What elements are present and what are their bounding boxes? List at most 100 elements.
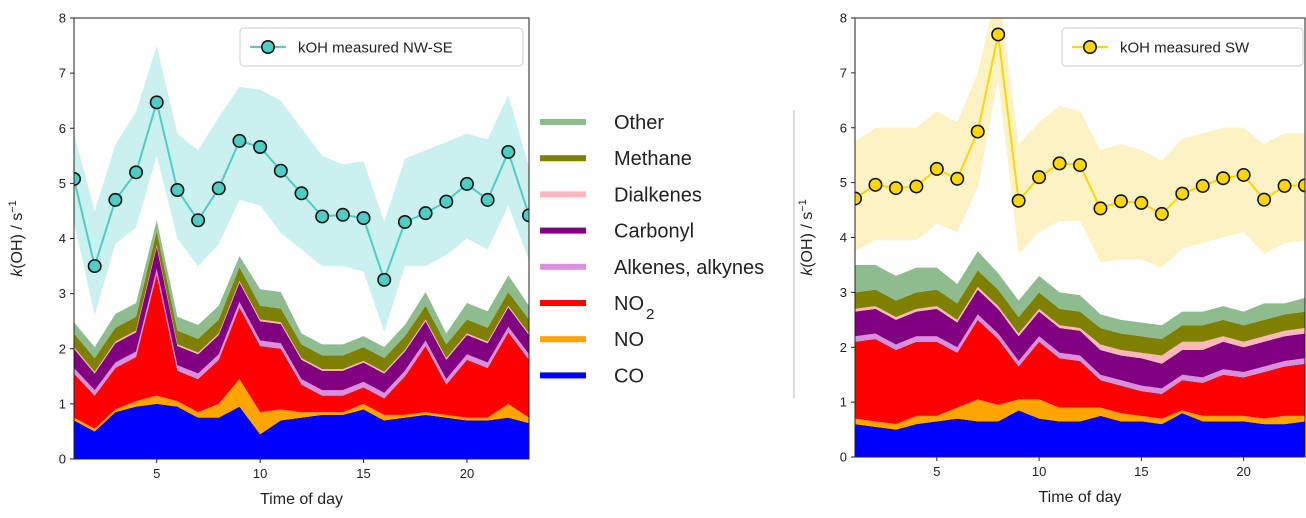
stack-area-methane: [855, 270, 1305, 356]
measured-point: [501, 144, 516, 159]
legend-label: Alkenes, alkynes: [614, 257, 764, 279]
measured-point: [273, 163, 288, 178]
y-tick-label: 2: [840, 340, 847, 355]
measured-point: [888, 181, 903, 196]
measured-point: [1195, 178, 1210, 193]
legend-swatch: [540, 227, 586, 234]
measured-point: [211, 181, 226, 196]
legend-swatch: [540, 336, 586, 343]
x-tick-label: 10: [253, 466, 267, 481]
y-tick-label: 4: [840, 230, 847, 245]
stack-area-other: [74, 220, 529, 359]
stack-area-no2: [855, 319, 1305, 425]
legend-label: Carbonyl: [614, 221, 694, 243]
measured-point: [459, 176, 474, 191]
measured-point: [1052, 156, 1067, 171]
measured-point: [377, 272, 392, 287]
measured-point: [418, 206, 433, 221]
measured-point: [970, 124, 985, 139]
shared-legend-item: CO: [540, 365, 644, 387]
x-tick-label: 15: [356, 466, 370, 481]
shared-legend-item: Alkenes, alkynes: [540, 257, 764, 279]
measured-point: [1298, 178, 1305, 193]
legend-marker: [1083, 39, 1098, 54]
measured-point: [1011, 193, 1026, 208]
measured-point: [1113, 194, 1128, 209]
x-tick-label: 20: [1236, 464, 1250, 479]
measured-point: [191, 213, 206, 228]
measured-point: [991, 27, 1006, 42]
stack-area-alkenes-alkynes: [855, 314, 1305, 394]
legend-label: NO: [614, 329, 644, 351]
x-tick-label: 15: [1134, 464, 1148, 479]
measured-point: [929, 161, 944, 176]
legend-label: kOH measured NW-SE: [298, 40, 453, 57]
y-tick-label: 7: [59, 66, 66, 81]
measured-point: [909, 179, 924, 194]
y-axis-label: k(OH) / s−1: [7, 200, 26, 277]
shared-legend: Other Methane Dialkenes Carbonyl Alkenes, al…: [540, 112, 764, 387]
measured-point: [868, 177, 883, 192]
x-axis-label: Time of day: [1039, 489, 1122, 506]
legend-label: kOH measured SW: [1120, 40, 1250, 57]
measured-point: [1093, 201, 1108, 216]
shared-legend-item: Dialkenes: [540, 184, 702, 206]
stack-area-co: [855, 410, 1305, 457]
y-tick-label: 1: [59, 396, 66, 411]
measured-point: [108, 192, 123, 207]
y-tick-label: 0: [59, 452, 66, 467]
y-tick-label: 5: [59, 176, 66, 191]
legend-swatch: [540, 191, 586, 198]
measured-point: [1277, 178, 1292, 193]
legend-label: Methane: [614, 148, 692, 170]
measured-legend: kOH measured NW-SE: [239, 27, 524, 67]
x-tick-label: 5: [153, 466, 160, 481]
stack-area-methane: [74, 231, 529, 372]
plot-area: [74, 45, 529, 459]
y-tick-label: 2: [59, 341, 66, 356]
legend-swatch: [540, 372, 586, 379]
y-tick-label: 8: [840, 11, 847, 26]
shared-legend-item: Carbonyl: [540, 221, 694, 243]
x-tick-label: 5: [933, 464, 940, 479]
measured-point: [480, 192, 495, 207]
measured-point: [335, 207, 350, 222]
measured-point: [356, 211, 371, 226]
y-axis-label: k(OH) / s−1: [797, 199, 816, 276]
y-tick-label: 7: [840, 65, 847, 80]
stack-area-no: [855, 399, 1305, 430]
legend-label: Other: [614, 112, 664, 134]
shared-legend-item: Methane: [540, 148, 692, 170]
measured-point: [1032, 170, 1047, 185]
x-tick-label: 10: [1032, 464, 1046, 479]
y-tick-label: 5: [840, 175, 847, 190]
y-tick-label: 8: [59, 11, 66, 26]
legend-label: CO: [614, 365, 644, 387]
legend-marker: [260, 39, 275, 54]
measured-point: [1175, 186, 1190, 201]
y-tick-label: 6: [840, 120, 847, 135]
measured-point: [1216, 171, 1231, 186]
measured-point: [1134, 195, 1149, 210]
shared-legend-item: Other: [540, 112, 664, 134]
legend-swatch: [540, 155, 586, 162]
measured-point: [170, 182, 185, 197]
x-tick-label: 20: [460, 466, 474, 481]
left-chart: 0 1 2 3 4 5 6 7 8 5 10 15 20 Time of day k(OH) / s−1 kO…: [7, 11, 530, 508]
measured-point: [253, 139, 268, 154]
measured-point: [87, 259, 102, 274]
y-tick-label: 3: [59, 286, 66, 301]
measured-point: [950, 171, 965, 186]
uncertainty-band: [855, 18, 1305, 268]
y-tick-label: 1: [840, 395, 847, 410]
measured-point: [232, 133, 247, 148]
measured-point: [1073, 158, 1088, 173]
measured-point: [1154, 206, 1169, 221]
legend-swatch: [540, 300, 586, 306]
y-tick-label: 0: [840, 450, 847, 465]
measured-point: [315, 209, 330, 224]
measured-point: [1236, 167, 1251, 182]
legend-swatch: [540, 263, 586, 270]
stack-area-carbonyl: [855, 289, 1305, 389]
